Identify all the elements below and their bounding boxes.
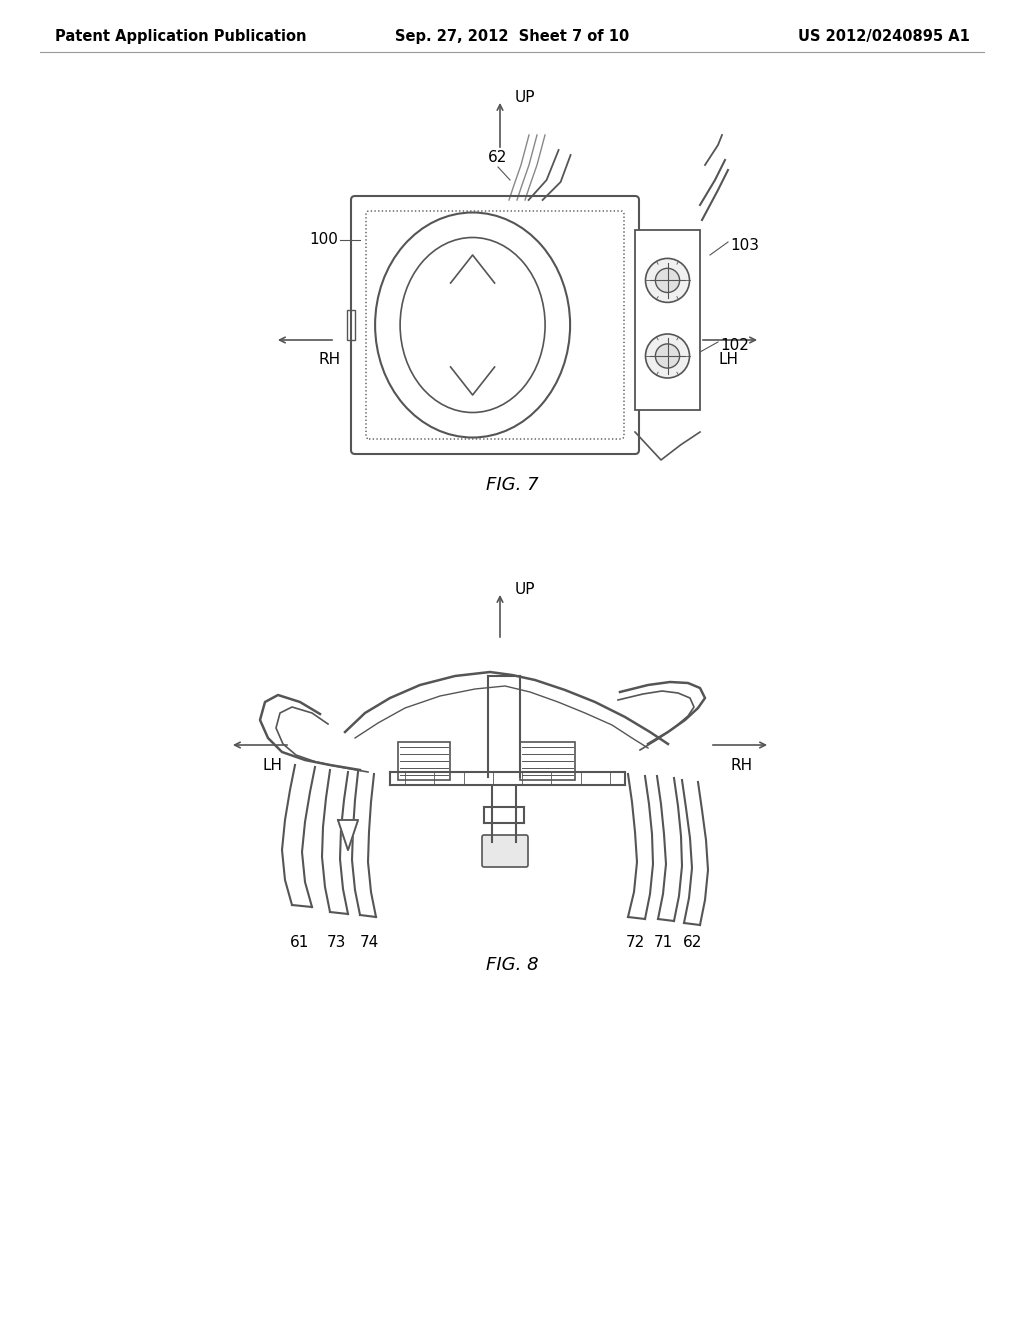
Text: LH: LH bbox=[718, 352, 738, 367]
Text: LH: LH bbox=[262, 758, 282, 772]
Text: US 2012/0240895 A1: US 2012/0240895 A1 bbox=[798, 29, 970, 45]
Circle shape bbox=[645, 334, 689, 378]
Bar bbox=[398, 742, 450, 780]
Text: 62: 62 bbox=[488, 150, 508, 165]
Text: UP: UP bbox=[515, 91, 536, 106]
Text: 74: 74 bbox=[359, 935, 379, 950]
Bar bbox=[347, 310, 355, 341]
Text: 62: 62 bbox=[683, 935, 702, 950]
Text: Sep. 27, 2012  Sheet 7 of 10: Sep. 27, 2012 Sheet 7 of 10 bbox=[395, 29, 629, 45]
Text: 72: 72 bbox=[626, 935, 645, 950]
FancyBboxPatch shape bbox=[482, 836, 528, 867]
Text: FIG. 8: FIG. 8 bbox=[485, 956, 539, 974]
Bar bbox=[635, 230, 700, 411]
Text: 73: 73 bbox=[327, 935, 346, 950]
Text: FIG. 7: FIG. 7 bbox=[485, 477, 539, 494]
Text: Patent Application Publication: Patent Application Publication bbox=[55, 29, 306, 45]
Polygon shape bbox=[338, 820, 358, 850]
Text: RH: RH bbox=[730, 758, 752, 772]
Text: 71: 71 bbox=[653, 935, 673, 950]
Text: 61: 61 bbox=[291, 935, 309, 950]
Circle shape bbox=[655, 345, 680, 368]
Text: 103: 103 bbox=[730, 238, 759, 252]
Text: UP: UP bbox=[515, 582, 536, 598]
Circle shape bbox=[655, 268, 680, 293]
Text: 100: 100 bbox=[309, 232, 338, 248]
Bar bbox=[520, 742, 575, 780]
Circle shape bbox=[645, 259, 689, 302]
Text: RH: RH bbox=[318, 352, 341, 367]
Text: 102: 102 bbox=[720, 338, 749, 352]
